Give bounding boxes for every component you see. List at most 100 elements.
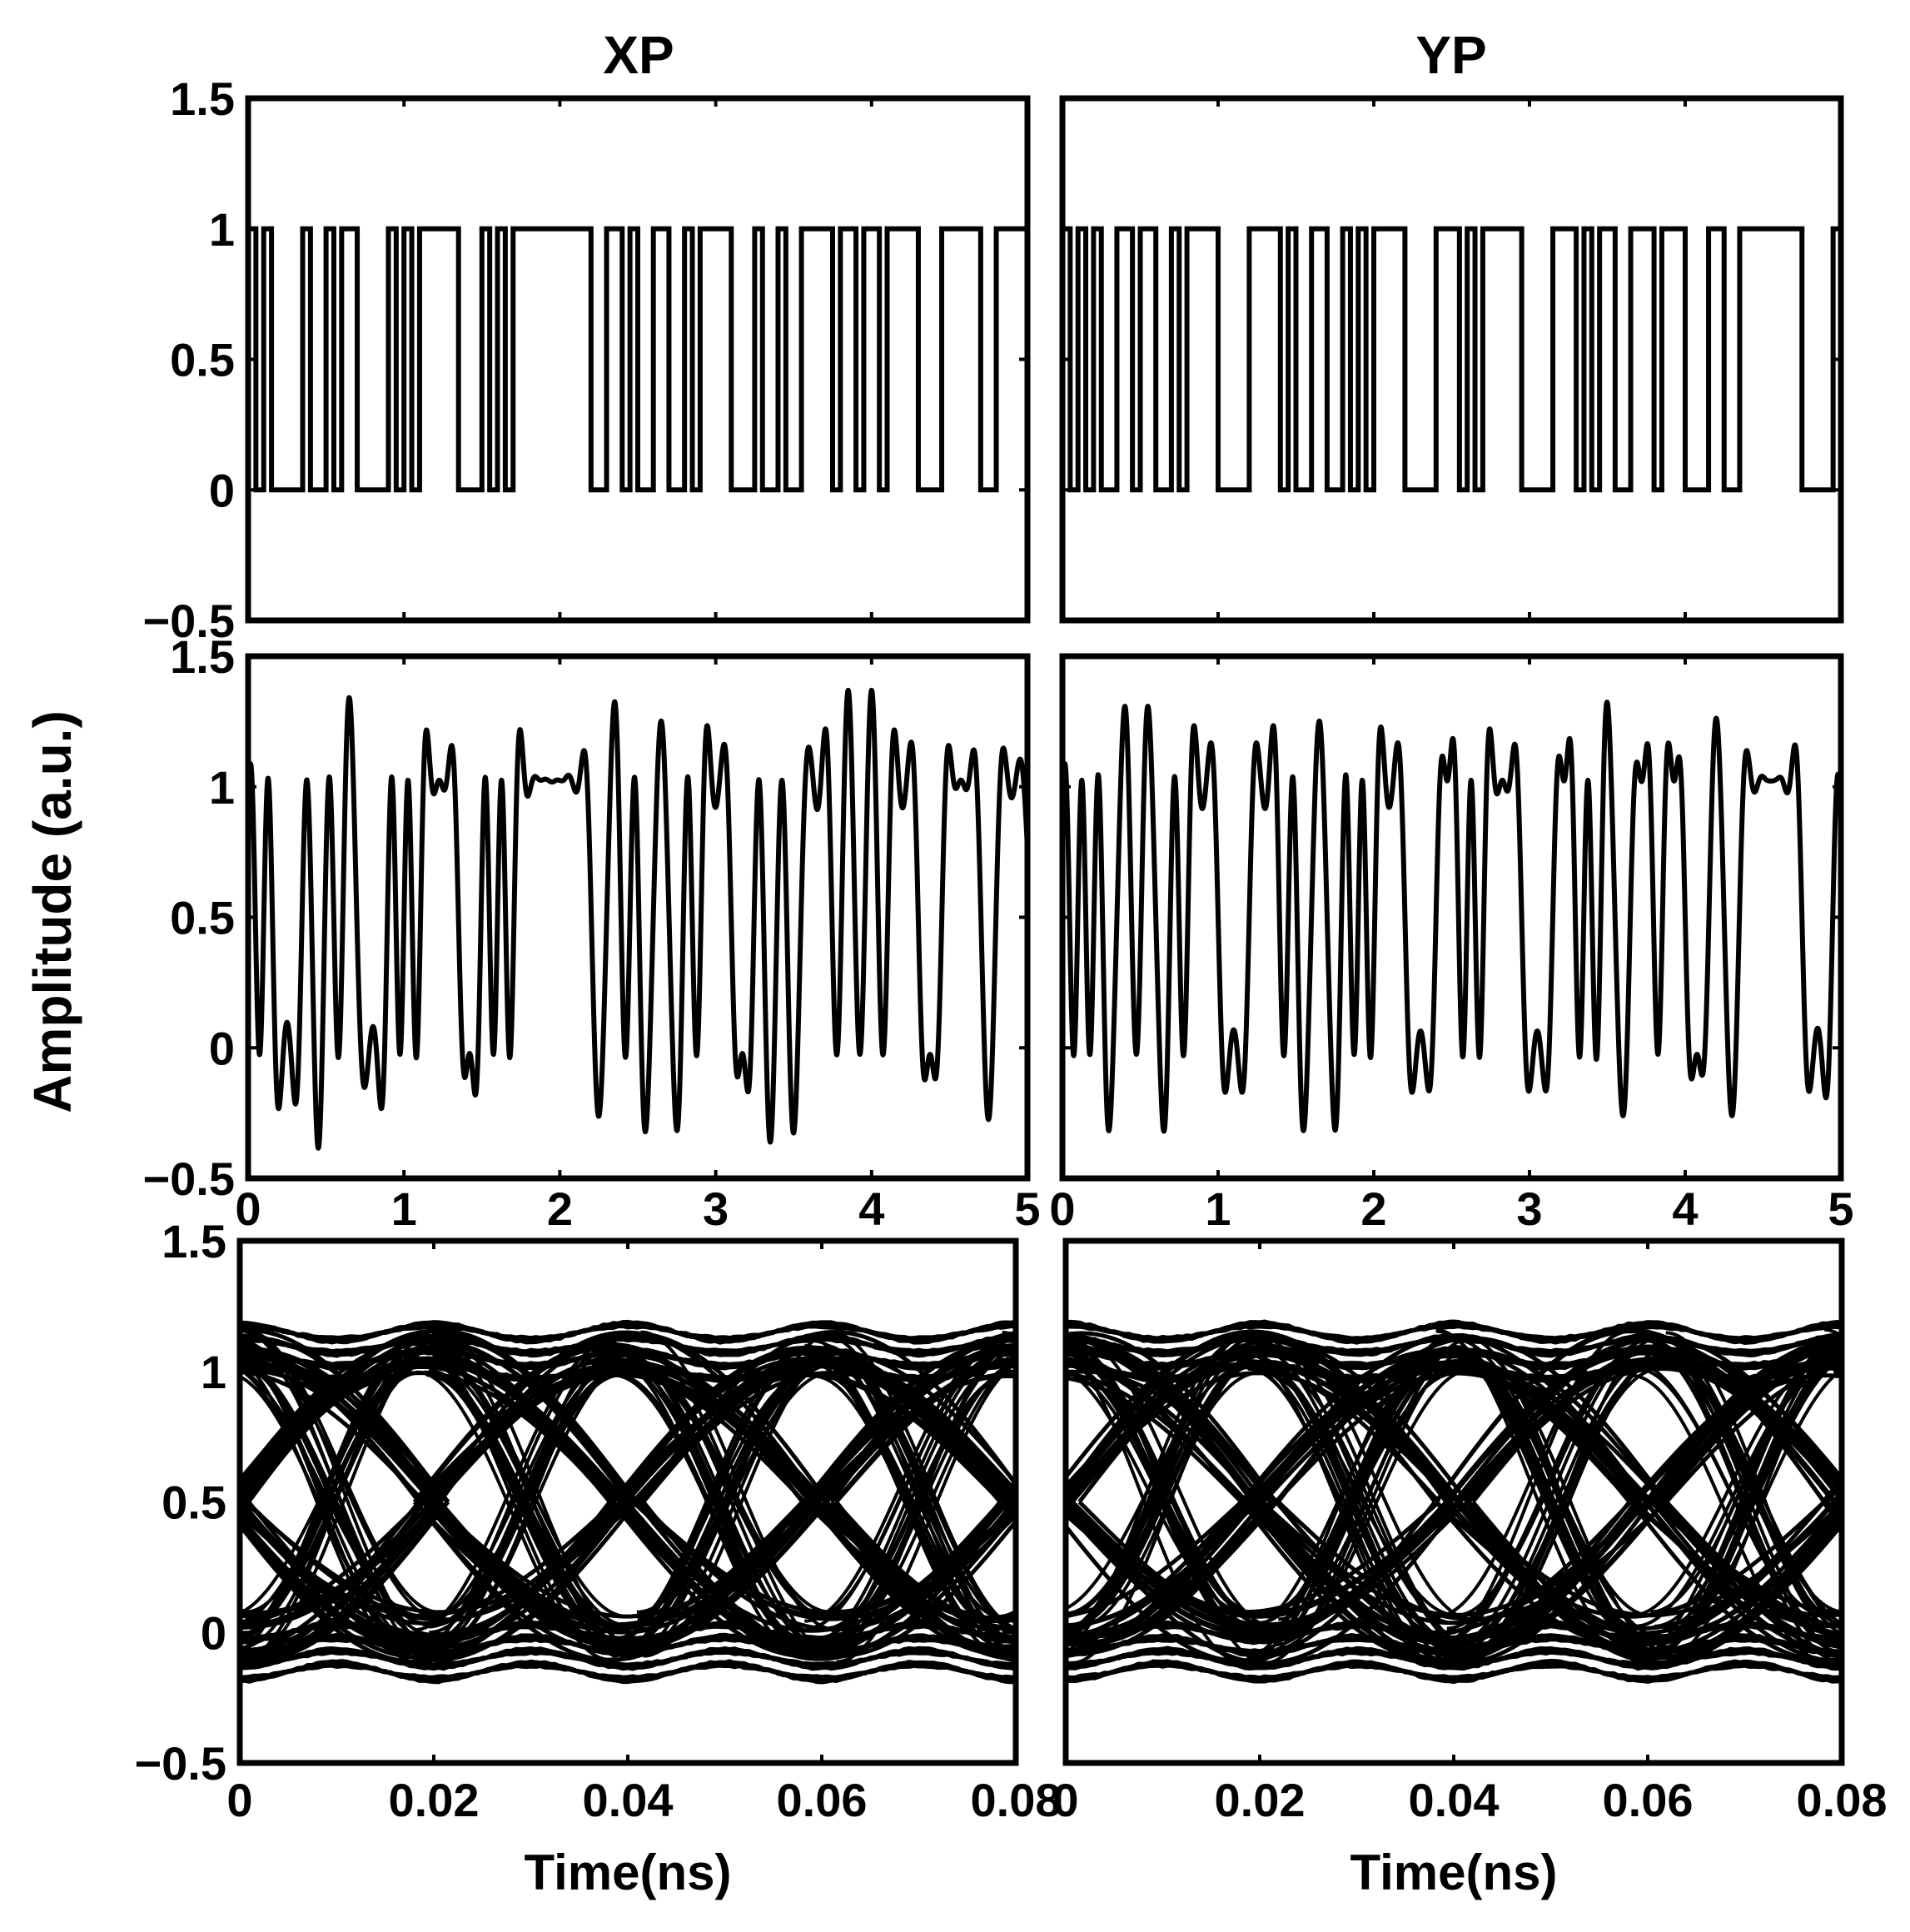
eye-trace — [1835, 1660, 1842, 1665]
eye-trace — [1853, 1365, 1910, 1659]
x-tick-label: 5 — [1014, 1183, 1040, 1235]
y-tick-label: 0 — [209, 464, 235, 516]
eye-trace — [1853, 1502, 1910, 1660]
eye-trace — [416, 1370, 611, 1662]
x-tick-label: 0.06 — [1603, 1774, 1694, 1826]
eye-trace — [636, 1358, 831, 1655]
eye-trace — [1066, 1500, 1257, 1653]
eye-trace — [1247, 1367, 1442, 1661]
panel-yp-filtered: 0 1 2 3 4 5 — [1049, 653, 1854, 1235]
eye-trace — [1854, 1373, 1910, 1639]
eye-trace — [240, 1500, 426, 1665]
eye-trace — [240, 1632, 1016, 1659]
column-title-yp: YP — [1415, 25, 1486, 85]
eye-trace — [1851, 1337, 1910, 1646]
eye-trace — [1858, 1372, 1910, 1627]
eye-trace — [1849, 1351, 1910, 1633]
y-tick-label: −0.5 — [142, 1153, 235, 1205]
eye-trace — [1858, 1502, 1910, 1628]
x-tick-label: 0 — [1049, 1183, 1075, 1235]
eye-trace — [240, 1359, 432, 1636]
eye-trace — [248, 1335, 443, 1658]
eye-trace — [415, 1346, 609, 1652]
eye-trace — [1066, 1334, 1260, 1503]
series-line — [248, 226, 1027, 493]
eye-trace — [1854, 1373, 1910, 1502]
panel-xp-filtered: −0.500.511.50 1 2 3 4 5 — [142, 630, 1040, 1235]
y-tick-label: 1 — [209, 761, 235, 814]
eye-trace — [1843, 1357, 1910, 1631]
eye-trace — [823, 1500, 1016, 1631]
eye-trace — [240, 1365, 421, 1616]
x-tick-label: 3 — [703, 1183, 729, 1235]
x-tick-label: 4 — [858, 1183, 884, 1235]
eye-trace — [1066, 1500, 1243, 1618]
axes-frame — [1062, 1237, 1845, 1766]
eye-trace — [625, 1363, 820, 1661]
y-tick-label: 1 — [201, 1346, 226, 1398]
eye-trace — [1652, 1343, 1842, 1658]
eye-trace — [240, 1659, 1016, 1685]
eye-trace — [1835, 1352, 1842, 1357]
y-tick-label: 0.5 — [170, 334, 235, 386]
eye-trace — [1849, 1351, 1910, 1633]
x-tick-label: 0.04 — [1409, 1774, 1500, 1826]
eye-trace — [1843, 1357, 1910, 1631]
x-tick-label: 5 — [1828, 1183, 1853, 1235]
eye-trace — [1066, 1500, 1243, 1642]
eye-trace — [1465, 1367, 1660, 1638]
eye-trace — [834, 1358, 1016, 1504]
y-tick-label: −0.5 — [134, 1737, 226, 1790]
column-title-xp: XP — [603, 25, 674, 85]
eye-trace — [1841, 1502, 1842, 1504]
x-tick-label: 3 — [1516, 1183, 1542, 1235]
series-line — [1062, 700, 1841, 1134]
eye-trace — [1858, 1342, 1910, 1645]
eye-trace — [1854, 1502, 1910, 1639]
series-line — [1062, 226, 1841, 493]
eye-trace — [810, 1362, 1005, 1656]
eye-trace — [1649, 1339, 1842, 1504]
x-tick-label: 0 — [235, 1183, 261, 1235]
panel-yp-bits — [1059, 95, 1844, 624]
eye-trace — [1631, 1359, 1827, 1617]
eye-trace — [834, 1500, 1016, 1663]
eye-trace — [1858, 1502, 1910, 1646]
eye-trace — [1455, 1345, 1649, 1646]
eye-trace — [1072, 1344, 1266, 1665]
eye-trace — [1855, 1502, 1910, 1621]
eye-trace — [1858, 1342, 1910, 1502]
eye-trace — [829, 1500, 1016, 1633]
eye-trace — [1855, 1336, 1910, 1620]
y-tick-label: 0.5 — [170, 892, 235, 944]
eye-trace — [1066, 1319, 1842, 1346]
eye-trace — [1841, 1500, 1842, 1501]
eye-trace — [823, 1347, 1016, 1504]
eye-trace — [240, 1319, 1016, 1345]
plot-area-xp-bits — [248, 226, 1027, 493]
eye-trace — [1659, 1500, 1842, 1639]
eye-trace — [1847, 1502, 1910, 1623]
eye-trace — [1066, 1350, 1243, 1504]
y-tick-label: 1 — [209, 203, 235, 256]
eye-trace — [1851, 1502, 1910, 1646]
eye-trace — [1435, 1328, 1630, 1648]
eye-trace — [1253, 1365, 1448, 1664]
eye-trace — [1276, 1368, 1470, 1651]
y-tick-label: 0 — [201, 1606, 226, 1659]
x-tick-label: 0.08 — [971, 1774, 1062, 1826]
plot-area-yp-filtered — [1062, 700, 1841, 1134]
eye-trace — [1834, 1500, 1842, 1513]
series-line — [248, 687, 1027, 1151]
x-tick-label: 0.02 — [389, 1774, 480, 1826]
eye-trace — [1853, 1365, 1910, 1501]
y-tick-label: 1.5 — [170, 630, 235, 683]
panel-xp-bits: −0.5 0 0.5 1 1.5 — [142, 72, 1031, 647]
eye-trace — [1066, 1371, 1259, 1629]
eye-trace — [1650, 1339, 1842, 1614]
x-axis-label: Time(ns) — [1350, 1845, 1558, 1900]
plot-area-xp-filtered — [248, 687, 1027, 1151]
panel-yp-eye: 0 0.02 0.04 0.06 0.08 Time(ns) — [1052, 1237, 1910, 1900]
x-tick-label: 0.08 — [1797, 1774, 1888, 1826]
